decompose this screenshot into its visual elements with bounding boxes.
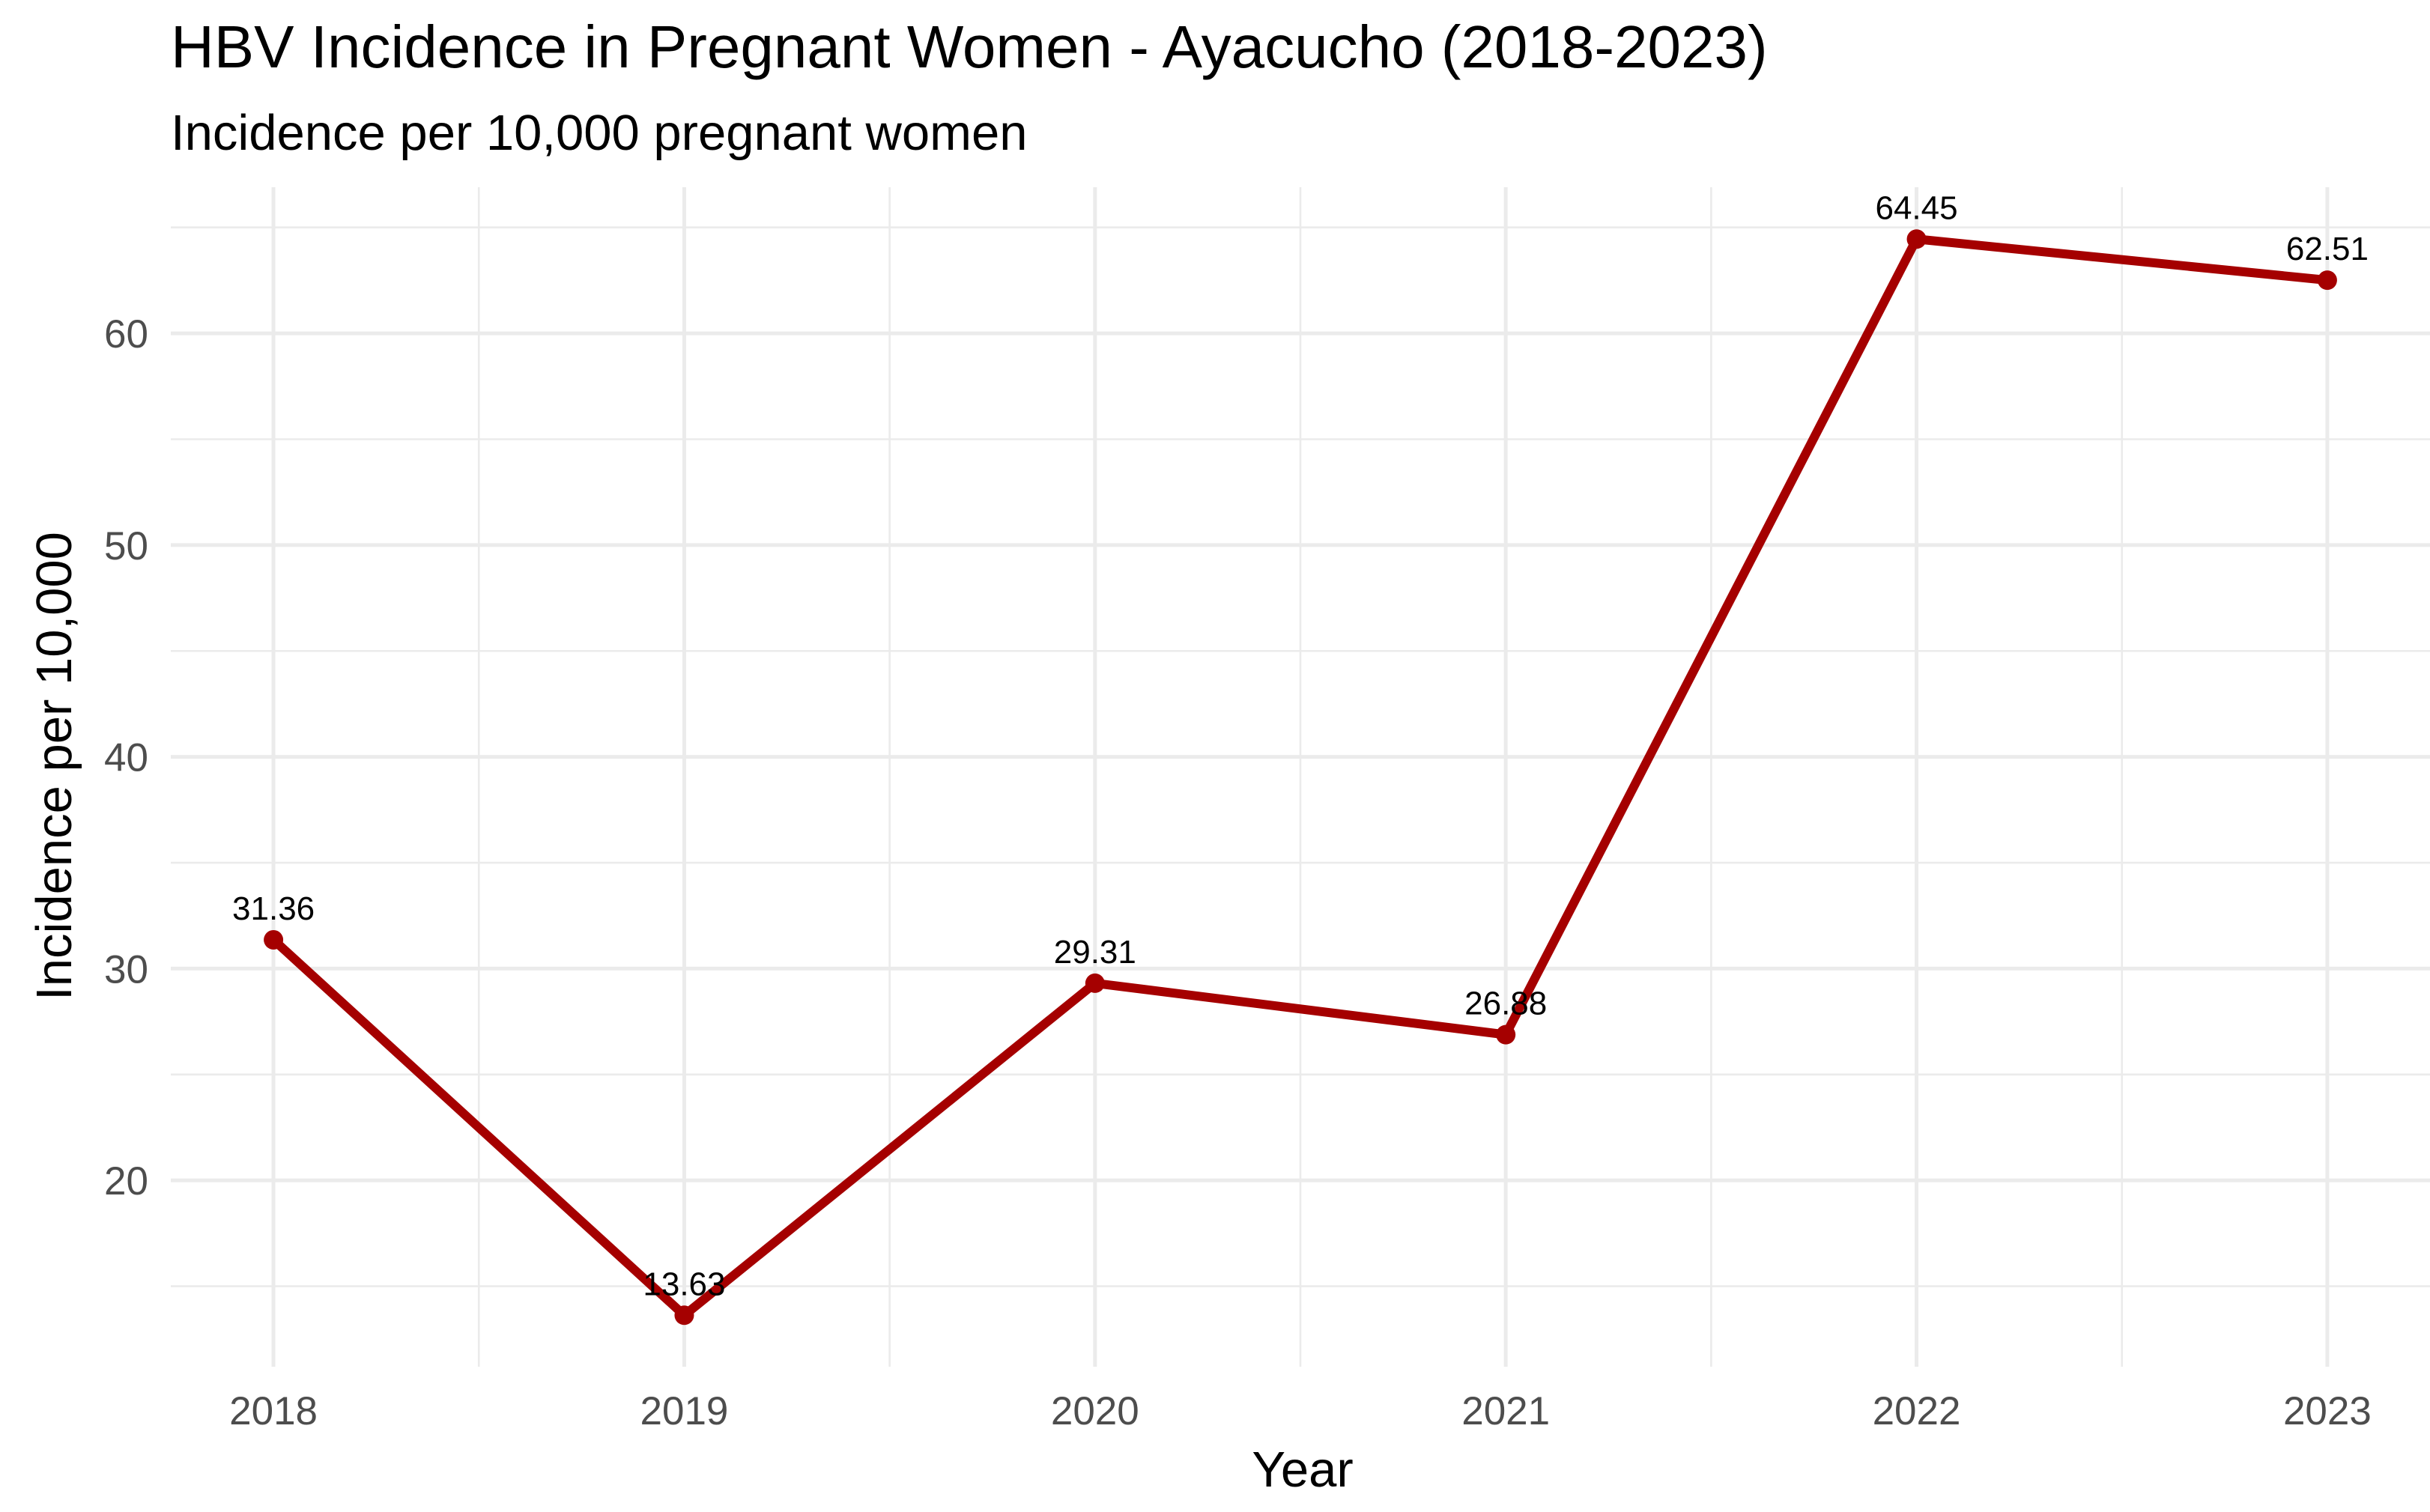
data-label: 13.63 [643,1266,725,1302]
data-labels: 31.36 13.63 29.31 26.88 64.45 62.51 [232,189,2369,1302]
data-label: 64.45 [1875,189,1957,226]
y-tick-label: 60 [104,312,148,356]
x-tick-label: 2019 [640,1389,729,1433]
x-tick-label: 2020 [1051,1389,1139,1433]
y-axis-title: Incidence per 10,000 [26,532,82,1001]
series-line [270,234,2328,1320]
plot-grid [171,187,2430,1367]
y-tick-label: 30 [104,947,148,992]
data-point [1085,973,1105,993]
y-tick-label: 50 [104,524,148,568]
x-axis-title: Year [1252,1442,1353,1498]
data-label: 26.88 [1464,986,1547,1022]
data-label: 62.51 [2286,231,2369,267]
x-tick-label: 2023 [2283,1389,2372,1433]
x-axis-ticks: 2018 2019 2020 2021 2022 2023 [229,1389,2372,1433]
data-point [674,1305,694,1326]
data-point [1906,229,1927,249]
x-tick-label: 2018 [229,1389,318,1433]
data-series [264,229,2337,1326]
chart-title: HBV Incidence in Pregnant Women - Ayacuc… [171,13,1768,80]
x-tick-label: 2022 [1873,1389,1961,1433]
y-tick-label: 40 [104,736,148,780]
data-label: 31.36 [232,890,315,927]
y-tick-label: 20 [104,1159,148,1203]
x-tick-label: 2021 [1461,1389,1550,1433]
data-label: 29.31 [1054,934,1136,971]
data-point [1496,1024,1516,1045]
data-point [264,929,284,950]
data-point [2317,270,2337,291]
chart-subtitle: Incidence per 10,000 pregnant women [171,105,1028,161]
y-axis-ticks: 20 30 40 50 60 [104,312,148,1203]
